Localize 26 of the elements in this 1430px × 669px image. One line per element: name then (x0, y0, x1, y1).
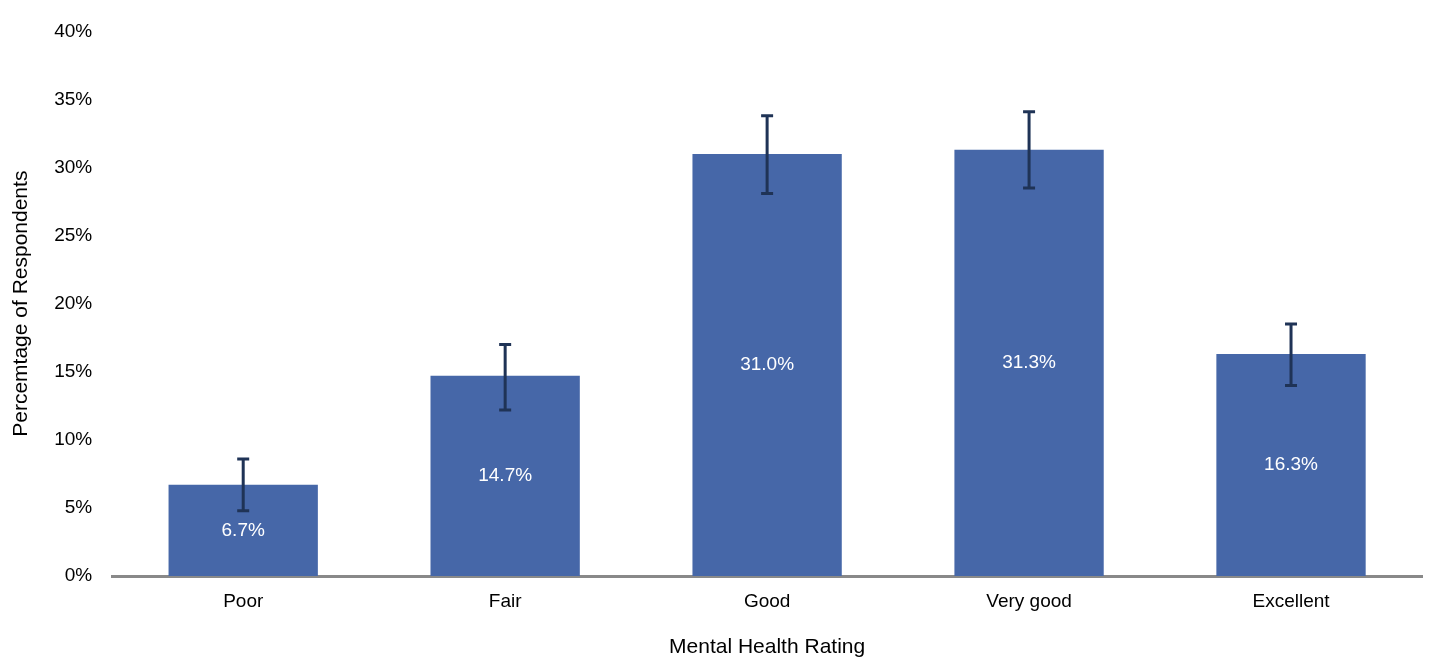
y-tick-label: 30% (54, 155, 93, 177)
data-label: 16.3% (1264, 453, 1319, 475)
x-tick-label: Poor (223, 589, 264, 611)
y-tick-label: 15% (54, 360, 93, 382)
x-tick-label: Fair (488, 589, 523, 611)
data-label: 31.0% (740, 353, 795, 375)
bar (430, 375, 580, 576)
data-label: 14.7% (478, 464, 533, 486)
x-tick-label: Very good (986, 589, 1072, 611)
y-tick-label: 10% (54, 428, 93, 450)
y-tick-label: 25% (54, 223, 93, 245)
data-label: 31.3% (1002, 351, 1057, 373)
y-tick-label: 35% (54, 87, 93, 109)
y-tick-label: 0% (64, 564, 93, 586)
bar (692, 153, 842, 576)
bar (1216, 354, 1366, 576)
bar (168, 484, 318, 576)
data-label: 6.7% (221, 518, 265, 540)
x-tick-label: Excellent (1252, 589, 1331, 611)
y-tick-label: 20% (54, 291, 93, 313)
x-tick-label: Good (743, 589, 791, 611)
y-tick-label: 5% (64, 496, 93, 518)
y-axis-title: Percemtage of Respondents (8, 170, 32, 437)
y-tick-label: 40% (54, 19, 93, 41)
x-axis-title: Mental Health Rating (669, 634, 866, 658)
bar (954, 149, 1104, 576)
